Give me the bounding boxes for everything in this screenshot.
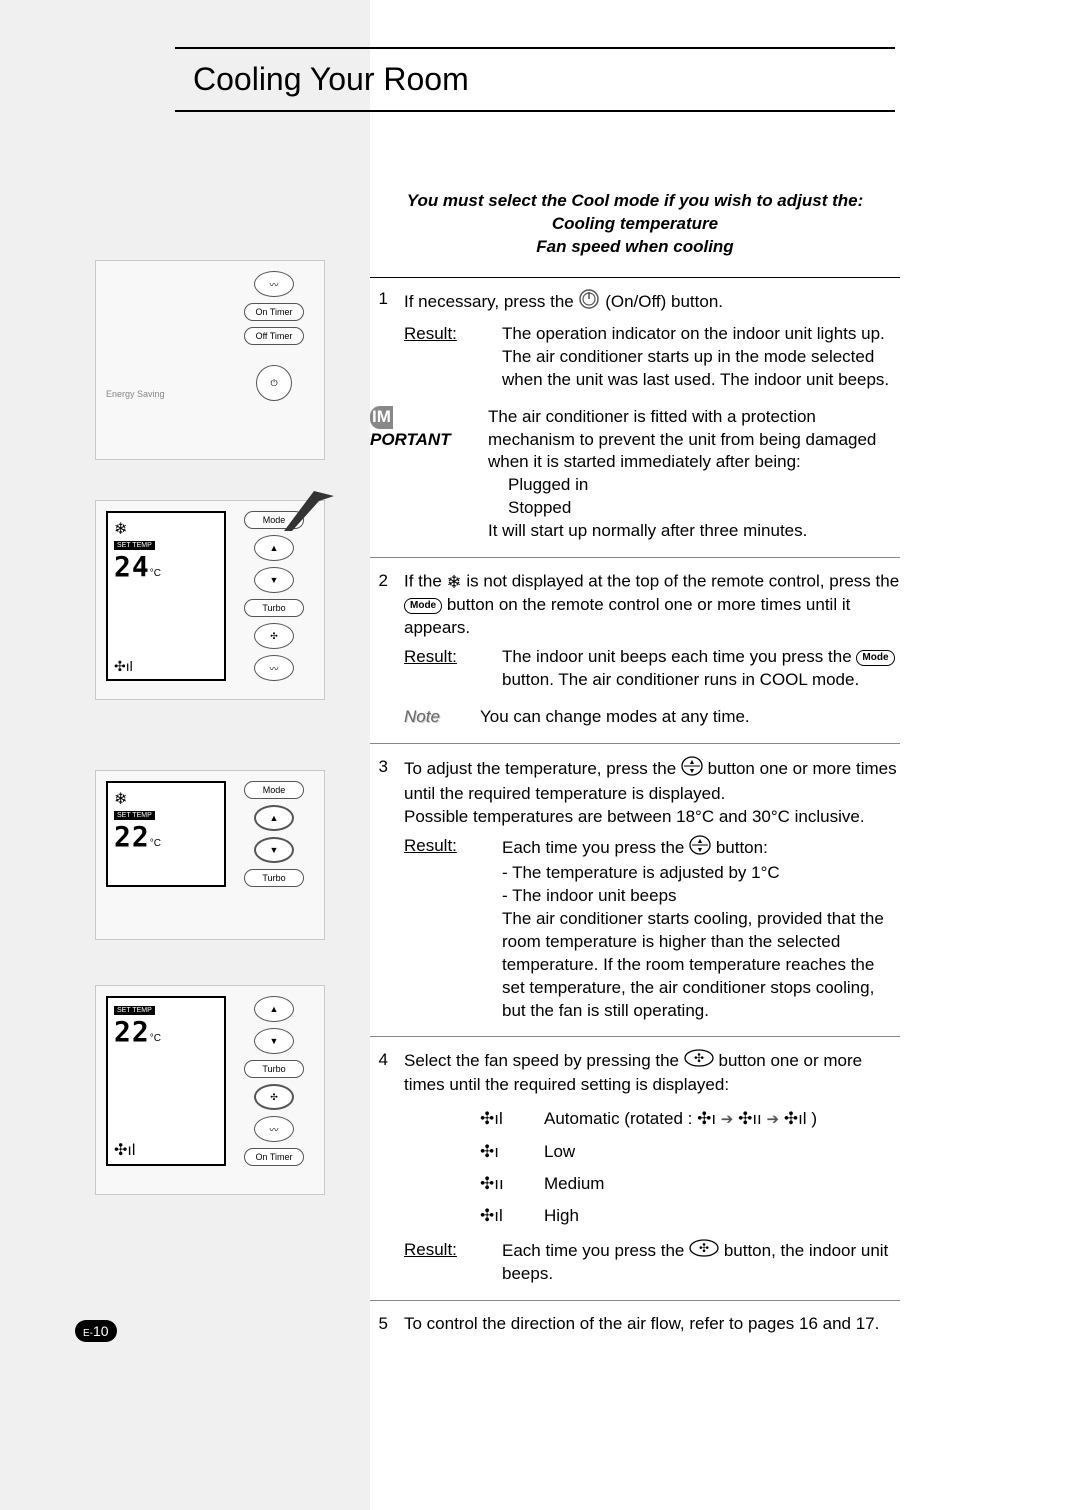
divider <box>370 557 900 558</box>
temp-up-icon: ▲ <box>254 996 294 1022</box>
mode-button: Mode <box>244 781 304 799</box>
step-number: 3 <box>370 756 388 779</box>
svg-text:▲: ▲ <box>688 759 695 766</box>
divider <box>370 1300 900 1301</box>
svg-text:✣: ✣ <box>694 1051 704 1065</box>
step-3: 3 To adjust the temperature, press the ▲… <box>370 756 900 1022</box>
swing-icon: 〰 <box>254 655 294 681</box>
mode-button-icon: Mode <box>856 650 894 666</box>
off-timer-button: Off Timer <box>244 327 304 345</box>
fan-high-icon: ✣ıl <box>480 1200 524 1232</box>
remote-illustration-3: ❄ SET TEMP 22°C Mode ▲ ▼ Turbo <box>95 770 325 940</box>
result-label: Result: <box>404 646 482 669</box>
temp-updown-icon: ▲▼ <box>681 756 703 783</box>
result-label: Result: <box>404 323 482 346</box>
intro-block: You must select the Cool mode if you wis… <box>370 190 900 259</box>
page-title: Cooling Your Room <box>193 61 877 98</box>
svg-text:▼: ▼ <box>688 768 695 775</box>
temp-down-icon: ▼ <box>254 567 294 593</box>
turbo-button: Turbo <box>244 1060 304 1078</box>
divider <box>370 1036 900 1037</box>
mode-button-icon: Mode <box>404 598 442 614</box>
step-number: 5 <box>370 1313 388 1336</box>
result-label: Result: <box>404 1239 482 1262</box>
step-number: 1 <box>370 288 388 311</box>
fan-low-icon: ✣ı <box>697 1109 716 1128</box>
page-number: E-10 <box>75 1320 117 1342</box>
temp-up-icon: ▲ <box>254 805 294 831</box>
fan-button-icon: ✣ <box>689 1239 719 1264</box>
turbo-button: Turbo <box>244 599 304 617</box>
title-bar: Cooling Your Room <box>175 47 895 112</box>
result-text: The operation indicator on the indoor un… <box>502 323 900 392</box>
on-timer-button: On Timer <box>244 1148 304 1166</box>
arrow-icon: ➔ <box>721 1111 734 1128</box>
fan-med-icon: ✣ıı <box>480 1168 524 1200</box>
step-1: 1 If necessary, press the (On/Off) butto… <box>370 288 900 543</box>
svg-text:✣: ✣ <box>699 1241 709 1255</box>
fan-icon: ✣ <box>254 1084 294 1110</box>
step-2: 2 If the ❄ is not displayed at the top o… <box>370 570 900 729</box>
swing-icon: 〰 <box>254 1116 294 1142</box>
fan-med-icon: ✣ıı <box>738 1109 762 1128</box>
temp-down-icon: ▼ <box>254 837 294 863</box>
important-badge: IMPORTANT <box>370 406 468 452</box>
svg-text:▲: ▲ <box>697 838 704 845</box>
svg-text:▼: ▼ <box>697 847 704 854</box>
fan-icon: ✣ <box>254 623 294 649</box>
temp-updown-icon: ▲▼ <box>689 835 711 862</box>
main-content: You must select the Cool mode if you wis… <box>370 190 900 1350</box>
intro-line2: Cooling temperature <box>370 213 900 236</box>
step-number: 2 <box>370 570 388 593</box>
intro-line1: You must select the Cool mode if you wis… <box>370 190 900 213</box>
step-4: 4 Select the fan speed by pressing the ✣… <box>370 1049 900 1286</box>
fan-button-icon: ✣ <box>684 1049 714 1074</box>
fan-low-icon: ✣ı <box>480 1136 524 1168</box>
note-label: Note <box>404 706 460 729</box>
note-text: You can change modes at any time. <box>480 706 750 729</box>
step-5: 5 To control the direction of the air fl… <box>370 1313 900 1336</box>
temp-down-icon: ▼ <box>254 1028 294 1054</box>
step-number: 4 <box>370 1049 388 1072</box>
left-gray-bg <box>0 0 370 1510</box>
temp-up-icon: ▲ <box>254 535 294 561</box>
fan-high-icon: ✣ıl <box>480 1103 524 1135</box>
intro-line3: Fan speed when cooling <box>370 236 900 259</box>
pointer-icon <box>284 491 334 531</box>
fan-high-icon: ✣ıl <box>784 1109 807 1128</box>
fan-speed-table: ✣ıl Automatic (rotated : ✣ı ➔ ✣ıı ➔ ✣ıl … <box>480 1103 900 1232</box>
arrow-icon: ➔ <box>767 1111 780 1128</box>
divider <box>370 277 900 278</box>
remote-illustration-2: ❄ SET TEMP 24°C ✣ıl Mode ▲ ▼ Turbo ✣ 〰 <box>95 500 325 700</box>
snowflake-icon: ❄ <box>447 570 462 594</box>
remote-illustration-1: 〰 On Timer Off Timer ⏻ Energy Saving <box>95 260 325 460</box>
on-timer-button: On Timer <box>244 303 304 321</box>
remote-illustration-4: SET TEMP 22°C ✣ıl ▲ ▼ Turbo ✣ 〰 On Timer <box>95 985 325 1195</box>
swing-icon: 〰 <box>254 271 294 297</box>
power-icon: ⏻ <box>256 365 292 401</box>
power-icon <box>578 288 600 317</box>
result-label: Result: <box>404 835 482 858</box>
turbo-button: Turbo <box>244 869 304 887</box>
energy-saving-label: Energy Saving <box>106 389 165 399</box>
divider <box>370 743 900 744</box>
